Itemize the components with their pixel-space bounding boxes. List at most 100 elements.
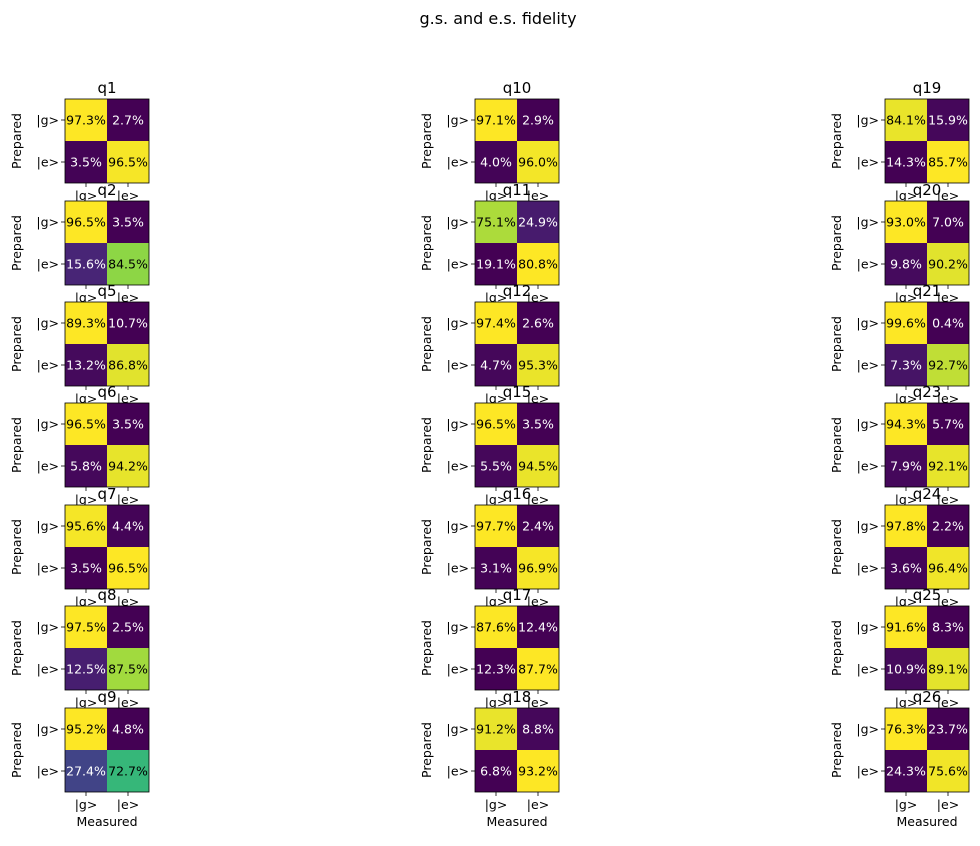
panel-title-q12: q12 [503, 282, 532, 300]
cell-q5-r1-c0 [65, 344, 107, 386]
xtick-label-q8-0: |g> [75, 695, 98, 710]
panel-frame-q20 [884, 200, 970, 286]
cell-q9-r1-c1 [107, 750, 149, 792]
cell-label-q20-r0-c1: 7.0% [932, 215, 964, 230]
cell-q10-r0-c0 [475, 99, 517, 141]
cell-label-q20-r0-c0: 93.0% [886, 215, 926, 230]
cell-q11-r1-c1 [517, 243, 559, 285]
cell-q26-r0-c1 [927, 708, 969, 750]
cell-label-q7-r1-c0: 3.5% [70, 561, 102, 576]
cell-label-q24-r1-c0: 3.6% [890, 561, 922, 576]
xtick-label-q26-1: |e> [937, 797, 959, 812]
cell-q6-r0-c0 [65, 403, 107, 445]
cell-label-q20-r1-c1: 90.2% [928, 257, 968, 272]
panel-title-q17: q17 [503, 586, 532, 604]
ylabel-q15: Prepared [419, 417, 434, 473]
cell-q19-r0-c0 [885, 99, 927, 141]
cell-q5-r0-c0 [65, 302, 107, 344]
cell-q17-r1-c1 [517, 648, 559, 690]
cell-label-q23-r0-c1: 5.7% [932, 417, 964, 432]
cell-q23-r1-c1 [927, 445, 969, 487]
xtick-label-q26-0: |g> [895, 797, 918, 812]
cell-label-q24-r0-c0: 97.8% [886, 519, 926, 534]
cell-q2-r0-c1 [107, 201, 149, 243]
xtick-label-q19-0: |g> [895, 188, 918, 203]
cell-label-q12-r1-c1: 95.3% [518, 358, 558, 373]
cell-q23-r1-c0 [885, 445, 927, 487]
cell-label-q23-r1-c1: 92.1% [928, 459, 968, 474]
cell-label-q11-r0-c1: 24.9% [518, 215, 558, 230]
ytick-label-q9-0: |g> [36, 722, 59, 737]
heatmap-panel-q25: 91.6% 8.3% 10.9% 89.1% |g> |e> Prepared |g> |e> [829, 605, 970, 710]
ytick-label-q17-0: |g> [446, 620, 469, 635]
cell-label-q6-r0-c0: 96.5% [66, 417, 106, 432]
panel-frame-q15 [474, 402, 560, 488]
cell-label-q20-r1-c0: 9.8% [890, 257, 922, 272]
cell-label-q11-r1-c0: 19.1% [476, 257, 516, 272]
heatmap-panel-q12: 97.4% 2.6% 4.7% 95.3% |g> |e> Prepared |g> |e> [419, 301, 560, 406]
cell-q15-r1-c1 [517, 445, 559, 487]
ytick-label-q25-1: |e> [857, 662, 879, 677]
panel-title-q26: q26 [913, 688, 942, 706]
ytick-label-q5-1: |e> [37, 358, 59, 373]
xtick-label-q21-1: |e> [937, 391, 959, 406]
cell-label-q5-r1-c1: 86.8% [108, 358, 148, 373]
panel-frame-q7 [64, 504, 150, 590]
cell-label-q25-r1-c1: 89.1% [928, 662, 968, 677]
heatmap-panel-q5: 89.3% 10.7% 13.2% 86.8% |g> |e> Prepared |g> |e> [9, 301, 150, 406]
ytick-label-q23-1: |e> [857, 459, 879, 474]
ylabel-q5: Prepared [9, 316, 24, 372]
heatmap-panel-q2: 96.5% 3.5% 15.6% 84.5% |g> |e> Prepared |g> |e> [9, 200, 150, 305]
cell-q8-r0-c1 [107, 606, 149, 648]
cell-label-q12-r1-c0: 4.7% [480, 358, 512, 373]
panel-frame-q10 [474, 98, 560, 184]
heatmap-panel-q1: 97.3% 2.7% 3.5% 96.5% |g> |e> Prepared |g> |e> [9, 98, 150, 203]
ytick-label-q5-0: |g> [36, 316, 59, 331]
xtick-label-q18-0: |g> [485, 797, 508, 812]
ylabel-q12: Prepared [419, 316, 434, 372]
cell-label-q1-r1-c1: 96.5% [108, 155, 148, 170]
cell-q21-r0-c1 [927, 302, 969, 344]
cell-q12-r0-c0 [475, 302, 517, 344]
panel-title-q15: q15 [503, 383, 532, 401]
xtick-label-q12-0: |g> [485, 391, 508, 406]
cell-label-q2-r1-c1: 84.5% [108, 257, 148, 272]
heatmap-panel-q19: 84.1% 15.9% 14.3% 85.7% |g> |e> Prepared |g> |e> [829, 98, 970, 203]
xtick-label-q20-1: |e> [937, 290, 959, 305]
cell-q15-r0-c1 [517, 403, 559, 445]
cell-q18-r0-c1 [517, 708, 559, 750]
ytick-label-q1-0: |g> [36, 113, 59, 128]
xtick-label-q7-1: |e> [117, 594, 139, 609]
panel-title-q9: q9 [97, 688, 116, 706]
ytick-label-q6-0: |g> [36, 417, 59, 432]
cell-q20-r0-c1 [927, 201, 969, 243]
cell-label-q16-r1-c1: 96.9% [518, 561, 558, 576]
cell-label-q24-r1-c1: 96.4% [928, 561, 968, 576]
cell-q21-r0-c0 [885, 302, 927, 344]
cell-q25-r1-c0 [885, 648, 927, 690]
xlabel-q26: Measured [896, 814, 957, 829]
cell-q15-r0-c0 [475, 403, 517, 445]
ytick-label-q10-1: |e> [447, 155, 469, 170]
cell-label-q1-r0-c0: 97.3% [66, 113, 106, 128]
cell-q7-r0-c0 [65, 505, 107, 547]
cell-label-q10-r0-c0: 97.1% [476, 113, 516, 128]
heatmap-panel-q9: 95.2% 4.8% 27.4% 72.7% |g> |e> Prepared |g> |e> M… [9, 707, 150, 829]
cell-label-q21-r1-c0: 7.3% [890, 358, 922, 373]
cell-label-q9-r1-c0: 27.4% [66, 764, 106, 779]
ytick-label-q20-0: |g> [856, 215, 879, 230]
panel-frame-q19 [884, 98, 970, 184]
panel-title-q7: q7 [97, 485, 116, 503]
panel-frame-q18 [474, 707, 560, 793]
cell-q26-r1-c1 [927, 750, 969, 792]
heatmap-panel-q7: 95.6% 4.4% 3.5% 96.5% |g> |e> Prepared |g> |e> [9, 504, 150, 609]
cell-q25-r1-c1 [927, 648, 969, 690]
ylabel-q9: Prepared [9, 722, 24, 778]
cell-q8-r1-c0 [65, 648, 107, 690]
xtick-label-q2-0: |g> [75, 290, 98, 305]
cell-q20-r0-c0 [885, 201, 927, 243]
cell-q23-r0-c0 [885, 403, 927, 445]
cell-label-q8-r1-c1: 87.5% [108, 662, 148, 677]
heatmap-panel-q10: 97.1% 2.9% 4.0% 96.0% |g> |e> Prepared |g> |e> [419, 98, 560, 203]
